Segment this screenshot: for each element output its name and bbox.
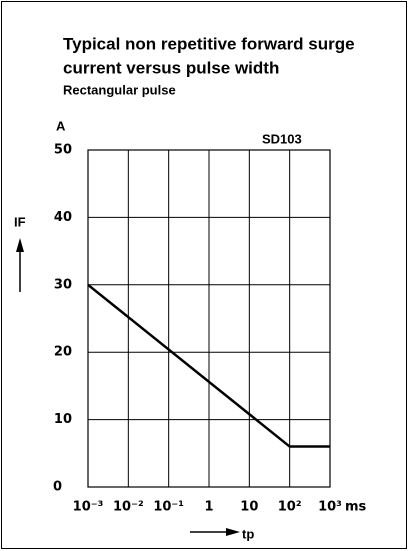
chart-subtitle: Rectangular pulse [63, 82, 176, 97]
data-line [87, 283, 330, 448]
x-arrowhead [226, 528, 240, 536]
x-tick-label: 10³ [318, 500, 342, 515]
chart-title: current versus pulse width [63, 58, 279, 77]
y-tick-label: 0 [53, 480, 62, 495]
x-unit: ms [345, 500, 367, 515]
x-axis-label: tp [242, 526, 254, 541]
chart-title: Typical non repetitive forward surge [63, 34, 355, 53]
x-tick-label: 10⁻² [113, 500, 144, 515]
y-tick-label: 20 [54, 345, 72, 360]
x-tick-label: 1 [204, 500, 213, 515]
x-tick-label: 10² [278, 500, 302, 515]
x-tick-label: 10⁻¹ [153, 500, 184, 515]
y-tick-label: 10 [54, 412, 72, 427]
x-tick-label: 10⁻³ [73, 500, 104, 515]
y-arrowhead [16, 238, 24, 252]
x-tick-label: 10 [240, 500, 258, 515]
y-tick-label: 30 [54, 277, 72, 292]
annotation: SD103 [262, 131, 302, 146]
y-unit: A [56, 118, 66, 133]
plot-frame [87, 149, 331, 488]
y-tick-label: 40 [54, 210, 72, 225]
y-axis-label: IF [14, 214, 26, 229]
y-tick-label: 50 [54, 143, 72, 158]
